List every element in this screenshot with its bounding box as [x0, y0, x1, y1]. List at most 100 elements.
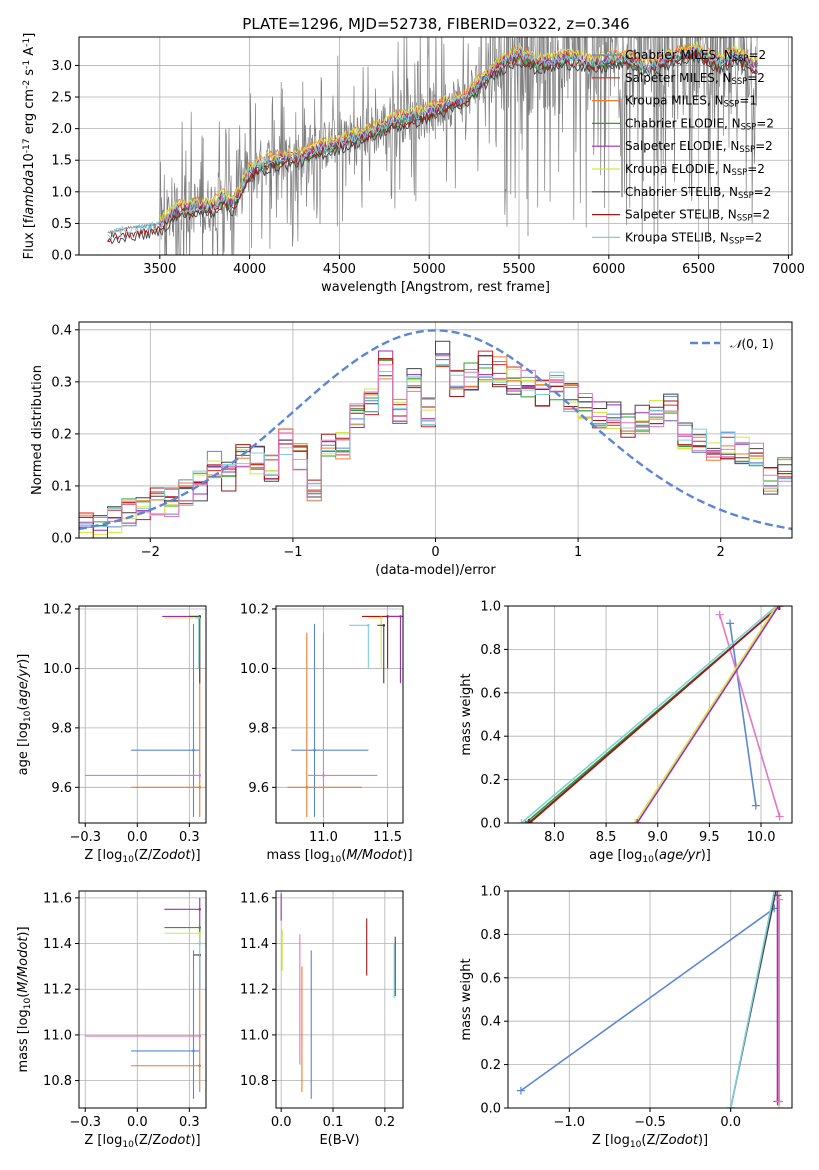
y-tick-label: 10.2 [240, 602, 269, 617]
y-tick-label: 10.0 [240, 662, 269, 677]
plot-area [287, 615, 403, 818]
data-point [305, 786, 309, 789]
x-axis-label: age [log10(age/yr)] [589, 848, 711, 865]
plus-marker [775, 812, 784, 821]
x-axis-label: Z [log10(Z/Zodot)] [84, 848, 200, 865]
plus-marker [774, 606, 783, 610]
y-tick-label: 0.0 [51, 532, 72, 547]
plus-marker [770, 891, 779, 895]
y-tick-label: 0.6 [480, 971, 501, 986]
y-tick-label: 11.0 [240, 1028, 269, 1043]
y-tick-label: 11.4 [240, 937, 269, 952]
age-vs-mass-panel: 11.0 11.5 9.6 9.8 10.0 10.2 mass [log10(M/Modo… [240, 602, 413, 864]
legend-label: Salpeter ELODIE, NSSP=2 [625, 139, 773, 154]
y-axis-label: mass weight [459, 958, 474, 1040]
x-tick-label: 0.0 [271, 1115, 292, 1130]
x-tick-label: 0.3 [179, 830, 200, 845]
y-tick-label: 11.2 [43, 983, 72, 998]
plot-area [280, 893, 396, 1099]
plot-area [85, 615, 202, 818]
axes-frame [78, 890, 207, 1109]
plot-area [85, 897, 202, 1099]
plus-marker [775, 891, 784, 895]
plus-marker [516, 1086, 525, 1095]
x-tick-label: 0.3 [179, 1115, 200, 1130]
y-tick-label: 0.8 [480, 928, 501, 943]
y-tick-label: 2.5 [51, 91, 72, 106]
legend: 𝒩(0, 1) [690, 337, 774, 351]
plus-marker [726, 1104, 735, 1108]
mass-vs-z-panel: −0.3 0.0 0.3 10.8 11.0 11.2 11.4 11.6 Z [log10(Z… [16, 890, 207, 1150]
x-tick-label: −0.5 [634, 1115, 666, 1130]
data-point [198, 1034, 202, 1038]
y-tick-label: 2.0 [51, 122, 72, 137]
y-axis-label: Normed distribution [30, 365, 45, 495]
y-tick-label: 11.0 [43, 1028, 72, 1043]
y-tick-label: 0.4 [51, 323, 72, 338]
data-point [382, 624, 386, 627]
legend-label: Salpeter STELIB, NSSP=2 [625, 208, 770, 223]
residuals-panel: −2 −1 0 1 2 0.0 0.1 0.2 0.3 0.4 (data-model)/error… [30, 321, 793, 578]
model-line [107, 45, 758, 239]
data-point [198, 942, 202, 945]
y-tick-label: 10.0 [43, 662, 72, 677]
data-point [197, 616, 201, 620]
axes-frame [275, 890, 404, 1109]
y-tick-label: 9.6 [51, 781, 72, 796]
y-tick-label: 11.6 [240, 891, 269, 906]
y-tick-label: 0.6 [480, 686, 501, 701]
plot-area [107, 37, 758, 255]
x-tick-label: 4500 [323, 262, 356, 277]
weight-vs-z-panel: −1.0 −0.5 0.0 0.0 0.2 0.4 0.6 0.8 1.0 Z [log10(Z/… [459, 885, 793, 1150]
x-axis-label: Z [log10(Z/Zodot)] [592, 1133, 708, 1150]
plus-marker [525, 819, 534, 823]
data-point [192, 1049, 195, 1053]
x-tick-label: 8.5 [596, 830, 617, 845]
x-tick-label: 7000 [772, 262, 805, 277]
y-tick-label: 0.0 [480, 1102, 501, 1117]
x-tick-label: 0.1 [323, 1115, 344, 1130]
x-tick-label: 0 [431, 545, 439, 560]
x-tick-label: −1 [283, 545, 302, 560]
y-tick-label: 11.4 [43, 937, 72, 952]
weight-line [520, 606, 778, 823]
data-point [198, 1064, 202, 1068]
x-tick-label: 11.5 [373, 830, 402, 845]
gaussian-curve [79, 329, 792, 531]
x-tick-label: −2 [141, 545, 160, 560]
plus-marker [773, 891, 782, 900]
y-axis-label: mass weight [459, 673, 474, 755]
x-tick-label: 6500 [682, 262, 715, 277]
legend-label: Chabrier STELIB, NSSP=2 [625, 185, 771, 200]
data-point [192, 748, 195, 752]
x-tick-label: −0.3 [69, 1115, 101, 1130]
plus-marker [524, 819, 533, 823]
x-tick-label: 0.0 [720, 1115, 741, 1130]
legend-label: Kroupa STELIB, NSSP=2 [625, 230, 762, 245]
legend-label: Chabrier MILES, NSSP=2 [625, 48, 766, 63]
x-tick-label: 9.5 [699, 830, 720, 845]
data-point [399, 615, 402, 618]
weight-line [636, 606, 780, 823]
weight-vs-age-panel: 8.0 8.5 9.0 9.5 10.0 0.0 0.2 0.4 0.6 0.8 1.0 age [l… [459, 600, 793, 865]
y-tick-label: 1.0 [51, 185, 72, 200]
legend-label: 𝒩(0, 1) [730, 337, 774, 351]
histogram-step [79, 355, 792, 523]
axes-frame [78, 605, 207, 824]
x-axis-label: wavelength [Angstrom, rest frame] [321, 280, 550, 295]
axes-frame [78, 36, 793, 256]
legend-label: Kroupa MILES, NSSP=1 [625, 94, 757, 109]
y-tick-label: 10.2 [43, 602, 72, 617]
data-point [367, 624, 370, 627]
x-tick-label: 5000 [413, 262, 446, 277]
x-tick-label: 0.0 [127, 1115, 148, 1130]
weight-line [729, 623, 757, 806]
x-axis-label: Z [log10(Z/Zodot)] [84, 1133, 200, 1150]
legend: Chabrier MILES, NSSP=2 Salpeter MILES, NS… [592, 48, 774, 246]
plus-marker [726, 619, 735, 628]
y-tick-label: 1.0 [480, 600, 501, 615]
y-tick-label: 9.8 [248, 721, 269, 736]
y-tick-label: 0.4 [480, 730, 501, 745]
y-tick-label: 0.2 [51, 427, 72, 442]
x-tick-label: 11.0 [309, 830, 338, 845]
